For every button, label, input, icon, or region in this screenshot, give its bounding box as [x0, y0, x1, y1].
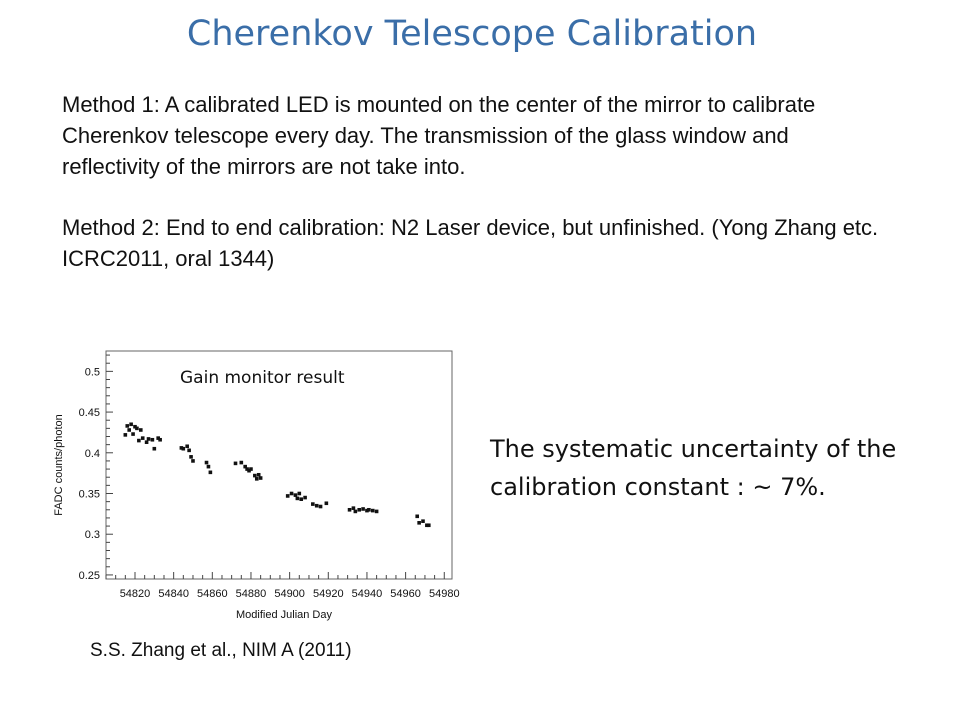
- data-point: [185, 444, 189, 449]
- data-point: [318, 504, 323, 509]
- data-point: [347, 507, 352, 512]
- x-tick-label: 54840: [158, 588, 189, 600]
- data-point: [351, 506, 356, 510]
- data-point: [191, 459, 195, 463]
- data-point: [140, 436, 145, 440]
- data-point: [374, 509, 379, 514]
- data-point: [361, 507, 365, 511]
- data-point: [285, 494, 290, 498]
- x-tick-label: 54880: [236, 588, 267, 600]
- data-point: [129, 422, 133, 427]
- data-point: [357, 507, 362, 512]
- x-tick-label: 54860: [197, 588, 228, 600]
- uncertainty-summary: The systematic uncertainty of the calibr…: [490, 435, 897, 501]
- data-point: [299, 497, 304, 501]
- data-point: [297, 491, 302, 496]
- data-point: [311, 502, 315, 506]
- data-point: [131, 432, 135, 436]
- data-point: [427, 523, 431, 528]
- chart-title: Gain monitor result: [180, 368, 345, 388]
- x-axis-label: Modified Julian Day: [236, 609, 332, 621]
- citation-text: S.S. Zhang et al., NIM A (2011): [90, 640, 352, 661]
- data-point: [293, 493, 298, 497]
- data-point: [133, 424, 137, 429]
- y-tick-label: 0.4: [85, 448, 100, 460]
- data-point: [253, 473, 257, 478]
- data-point: [365, 508, 369, 513]
- data-point: [187, 448, 191, 453]
- x-tick-label: 54820: [120, 588, 151, 600]
- data-point: [314, 503, 319, 508]
- y-axis-label: FADC counts/photon: [53, 414, 65, 516]
- slide-title: Cherenkov Telescope Calibration: [186, 14, 758, 54]
- data-point: [295, 496, 300, 501]
- data-point: [144, 440, 149, 444]
- data-point: [258, 476, 263, 480]
- data-point: [189, 455, 193, 459]
- data-point: [181, 446, 186, 451]
- data-point: [239, 460, 244, 465]
- data-point: [204, 460, 209, 465]
- data-point: [127, 428, 131, 432]
- data-point: [256, 472, 261, 477]
- data-point: [206, 464, 211, 469]
- data-point: [123, 433, 128, 437]
- data-point: [179, 446, 184, 450]
- x-tick-label: 54920: [313, 588, 344, 600]
- plot-frame: [105, 350, 453, 580]
- data-point: [125, 424, 130, 428]
- data-point: [254, 477, 259, 481]
- data-point: [249, 467, 253, 471]
- data-point: [135, 426, 139, 431]
- y-tick-label: 0.3: [85, 529, 100, 541]
- y-tick-label: 0.25: [79, 570, 100, 582]
- data-point: [137, 438, 141, 443]
- data-point: [370, 508, 375, 513]
- data-point: [158, 437, 162, 442]
- data-point: [245, 467, 249, 471]
- data-point: [146, 437, 151, 441]
- data-point: [425, 523, 429, 528]
- data-point: [138, 428, 143, 432]
- x-tick-label: 54900: [274, 588, 305, 600]
- data-point: [324, 501, 329, 506]
- data-point: [367, 507, 371, 512]
- data-point: [417, 521, 421, 525]
- data-point: [289, 491, 294, 496]
- data-point: [353, 509, 358, 514]
- data-point: [421, 519, 425, 523]
- data-point: [152, 446, 157, 451]
- x-tick-label: 54980: [429, 588, 460, 600]
- data-point: [303, 495, 307, 500]
- y-tick-label: 0.45: [79, 407, 100, 419]
- x-tick-label: 54940: [352, 588, 383, 600]
- data-point: [233, 461, 238, 466]
- y-tick-label: 0.5: [85, 366, 100, 378]
- method-1-text: Method 1: A calibrated LED is mounted on…: [62, 92, 816, 179]
- data-point: [208, 470, 213, 475]
- data-point: [415, 514, 420, 519]
- y-tick-label: 0.35: [79, 489, 100, 501]
- data-point: [243, 464, 247, 469]
- x-tick-label: 54960: [390, 588, 421, 600]
- data-point: [150, 437, 155, 442]
- method-2-text: Method 2: End to end calibration: N2 Las…: [62, 215, 879, 271]
- data-point: [247, 468, 251, 473]
- data-point: [156, 436, 160, 440]
